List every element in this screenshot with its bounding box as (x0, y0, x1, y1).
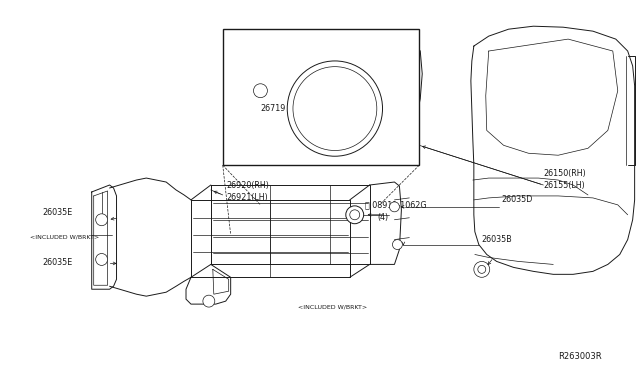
Text: 26035E: 26035E (42, 258, 72, 267)
Circle shape (96, 253, 108, 265)
Text: 26035E: 26035E (42, 208, 72, 217)
Text: R263003R: R263003R (558, 352, 602, 361)
Circle shape (253, 84, 268, 98)
Text: 26920(RH): 26920(RH) (227, 181, 269, 190)
Text: (4): (4) (378, 213, 388, 222)
Circle shape (346, 206, 364, 224)
Text: 26921(LH): 26921(LH) (227, 193, 268, 202)
Text: 26035D: 26035D (502, 195, 533, 204)
Circle shape (203, 295, 215, 307)
Text: Ⓝ 08911-1062G: Ⓝ 08911-1062G (365, 201, 426, 210)
Text: 26155(LH): 26155(LH) (543, 181, 585, 190)
Circle shape (392, 240, 403, 250)
Circle shape (390, 202, 399, 212)
Text: 26035B: 26035B (482, 235, 513, 244)
Text: <INCLUDED W/BRKT>: <INCLUDED W/BRKT> (30, 234, 99, 239)
Bar (223, 29, 419, 165)
Circle shape (96, 214, 108, 226)
Text: 26719: 26719 (260, 104, 286, 113)
Text: <INCLUDED W/BRKT>: <INCLUDED W/BRKT> (298, 305, 367, 310)
Text: N: N (349, 214, 354, 219)
Text: 26150(RH): 26150(RH) (543, 169, 586, 178)
